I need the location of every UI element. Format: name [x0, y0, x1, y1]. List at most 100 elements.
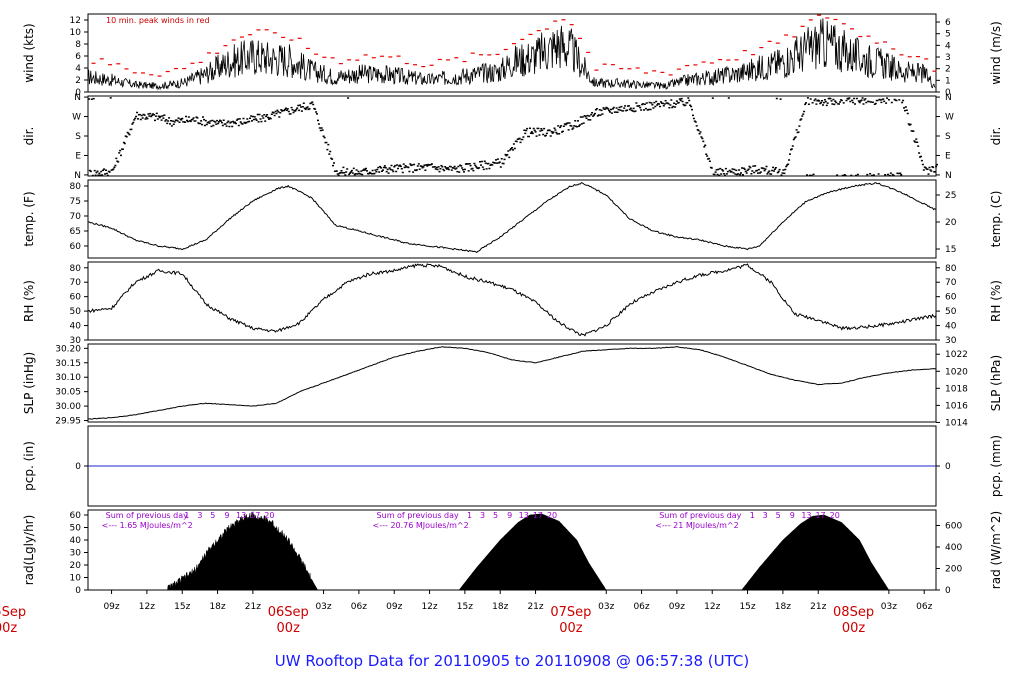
x-tick-label: 15z: [457, 602, 473, 612]
tick-label-right-pcp: 0: [945, 462, 951, 472]
tick-label-right-slp: 1018: [945, 384, 968, 394]
tick-label-left-wind: 6: [75, 52, 81, 62]
ylabel-right-slp: SLP (hPa): [989, 355, 1003, 411]
tick-label-left-dir: N: [74, 93, 81, 103]
ylabel-left-temp: temp. (F): [22, 191, 36, 246]
tick-label-right-wind: 4: [945, 41, 951, 51]
day-label-z: 00z: [277, 621, 301, 636]
rad-hour-label: 5: [493, 511, 498, 520]
ylabel-left-rad: rad(Lgly/hr): [22, 515, 36, 586]
rad-hour-label: 1: [184, 511, 189, 520]
tick-label-right-rad: 600: [945, 522, 962, 532]
rad-note-line2: <--- 1.65 MJoules/m^2: [102, 521, 193, 530]
x-tick-label: 21z: [527, 602, 543, 612]
x-tick-label: 03z: [881, 602, 897, 612]
rad-hour-label: 13: [236, 511, 246, 520]
rad-hour-label: 3: [480, 511, 485, 520]
tick-label-right-wind: 3: [945, 53, 951, 63]
x-tick-label: 12z: [139, 602, 155, 612]
rad-hour-label: 20: [547, 511, 557, 520]
tick-label-right-rad: 200: [945, 565, 962, 575]
tick-label-right-wind: 0: [945, 88, 951, 98]
day-label-date: 07Sep: [550, 605, 591, 620]
tick-label-left-rad: 10: [70, 574, 82, 584]
tick-label-left-rad: 60: [70, 511, 82, 521]
x-tick-label: 06z: [351, 602, 367, 612]
tick-label-left-slp: 30.10: [55, 373, 81, 383]
tick-label-left-rh: 80: [70, 264, 82, 274]
ylabel-right-temp: temp. (C): [989, 191, 1003, 248]
tick-label-left-wind: 2: [75, 76, 81, 86]
tick-label-left-temp: 60: [70, 242, 82, 252]
ylabel-right-dir: dir.: [989, 127, 1003, 146]
panel-frame-temp: [87, 179, 937, 259]
rad-hour-label: 17: [815, 511, 825, 520]
rad-hour-label: 5: [776, 511, 781, 520]
tick-label-right-temp: 20: [945, 218, 957, 228]
rad-hour-label: 5: [210, 511, 215, 520]
x-tick-label: 09z: [386, 602, 402, 612]
tick-label-right-temp: 25: [945, 191, 956, 201]
rad-note-line2: <--- 21 MJoules/m^2: [655, 521, 738, 530]
panel-frame-slp: [87, 343, 937, 423]
x-tick-label: 06z: [633, 602, 649, 612]
tick-label-left-slp: 30.20: [55, 344, 81, 354]
panel-frame-wind: [87, 13, 937, 93]
ylabel-left-pcp: pcp. (in): [22, 441, 36, 491]
wind-note: 10 min. peak winds in red: [106, 16, 210, 25]
tick-label-left-rad: 30: [70, 549, 82, 559]
x-tick-label: 12z: [421, 602, 437, 612]
tick-label-right-rh: 80: [945, 264, 957, 274]
tick-label-left-slp: 30.05: [55, 388, 81, 398]
x-tick-label: 12z: [704, 602, 720, 612]
chart-title: UW Rooftop Data for 20110905 to 20110908…: [274, 652, 750, 670]
tick-label-left-rh: 40: [70, 322, 82, 332]
ylabel-right-pcp: pcp. (mm): [989, 435, 1003, 497]
tick-label-right-rad: 400: [945, 543, 962, 553]
x-tick-label: 03z: [315, 602, 331, 612]
x-tick-label: 15z: [739, 602, 755, 612]
tick-label-left-wind: 10: [70, 28, 82, 38]
radiation-series: [88, 511, 936, 591]
tick-label-right-dir: N: [945, 93, 952, 103]
tick-label-left-rh: 70: [70, 278, 82, 288]
tick-label-right-dir: S: [945, 132, 951, 142]
panel-frame-dir: [87, 95, 937, 177]
tick-label-right-slp: 1020: [945, 367, 968, 377]
rad-hour-label: 9: [224, 511, 229, 520]
tick-label-left-rh: 30: [70, 336, 82, 346]
tick-label-right-wind: 6: [945, 18, 951, 28]
rad-hour-label: 17: [250, 511, 260, 520]
tick-label-left-slp: 30.15: [55, 359, 81, 369]
tick-label-left-dir: W: [72, 113, 81, 123]
tick-label-left-rh: 50: [70, 307, 82, 317]
tick-label-left-temp: 70: [70, 212, 82, 222]
rad-hour-label: 1: [750, 511, 755, 520]
tick-label-right-temp: 15: [945, 245, 956, 255]
ylabel-right-wind: wind (m/s): [989, 21, 1003, 85]
x-tick-label: 09z: [669, 602, 685, 612]
tick-label-right-dir: N: [945, 171, 952, 181]
tick-label-left-pcp: 0: [75, 462, 81, 472]
tick-label-right-rh: 30: [945, 336, 957, 346]
direction-series: [88, 97, 938, 177]
rad-note-line1: Sum of previous day: [659, 511, 741, 520]
tick-label-left-dir: S: [75, 132, 81, 142]
x-tick-label: 06z: [916, 602, 932, 612]
tick-label-left-dir: E: [75, 151, 81, 161]
rad-hour-label: 20: [264, 511, 274, 520]
x-tick-label: 18z: [492, 602, 508, 612]
ylabel-right-rh: RH (%): [989, 280, 1003, 322]
tick-label-right-rh: 70: [945, 278, 957, 288]
day-label-date: 08Sep: [833, 605, 874, 620]
tick-label-left-slp: 29.95: [55, 417, 81, 427]
rad-note-line2: <--- 20.76 MJoules/m^2: [373, 521, 469, 530]
tick-label-right-slp: 1016: [945, 401, 968, 411]
rad-note-line1: Sum of previous day: [377, 511, 459, 520]
rad-hour-label: 17: [533, 511, 543, 520]
rad-hour-label: 20: [830, 511, 840, 520]
tick-label-left-temp: 65: [70, 227, 81, 237]
day-label-z: 00z: [0, 621, 17, 636]
tick-label-left-rad: 50: [70, 524, 82, 534]
